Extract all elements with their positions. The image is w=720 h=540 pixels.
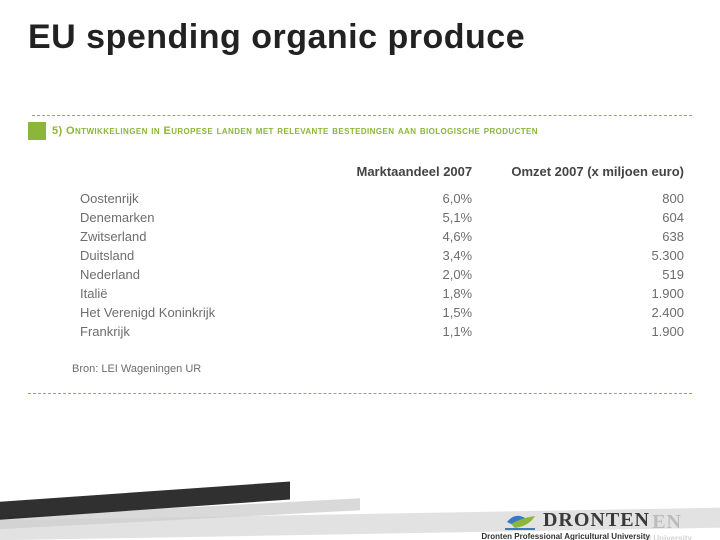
data-table: Marktaandeel 2007 Omzet 2007 (x miljoen …	[72, 160, 692, 341]
cell-revenue: 1.900	[480, 284, 692, 303]
cell-country: Nederland	[72, 265, 285, 284]
cell-country: Denemarken	[72, 208, 285, 227]
table-row: Italië1,8%1.900	[72, 284, 692, 303]
page-title: EU spending organic produce	[28, 18, 692, 57]
cell-share: 5,1%	[285, 208, 480, 227]
section-title: 5) Ontwikkelingen in Europese landen met…	[52, 125, 538, 137]
cell-share: 6,0%	[285, 189, 480, 208]
slide: EU spending organic produce 5) Ontwikkel…	[0, 0, 720, 540]
cell-revenue: 604	[480, 208, 692, 227]
divider-bottom	[28, 393, 692, 394]
source-text: Bron: LEI Wageningen UR	[72, 363, 692, 375]
table-row: Nederland2,0%519	[72, 265, 692, 284]
cell-country: Frankrijk	[72, 322, 285, 341]
cell-country: Italië	[72, 284, 285, 303]
data-table-wrap: Marktaandeel 2007 Omzet 2007 (x miljoen …	[28, 160, 692, 341]
cell-share: 1,5%	[285, 303, 480, 322]
footer: EN al University DRONTEN Dronten Profess…	[0, 468, 720, 540]
table-header-row: Marktaandeel 2007 Omzet 2007 (x miljoen …	[72, 160, 692, 189]
logo-ghost-subtitle: al University	[644, 534, 692, 540]
divider-top	[32, 115, 692, 116]
cell-revenue: 2.400	[480, 303, 692, 322]
cell-share: 1,1%	[285, 322, 480, 341]
cell-share: 4,6%	[285, 227, 480, 246]
section-header: 5) Ontwikkelingen in Europese landen met…	[28, 122, 692, 140]
cell-share: 2,0%	[285, 265, 480, 284]
cell-revenue: 519	[480, 265, 692, 284]
table-panel: 5) Ontwikkelingen in Europese landen met…	[28, 115, 692, 394]
table-row: Denemarken5,1%604	[72, 208, 692, 227]
logo-text: DRONTEN	[543, 509, 650, 532]
table-row: Oostenrijk6,0%800	[72, 189, 692, 208]
logo-subtitle: Dronten Professional Agricultural Univer…	[481, 532, 650, 540]
table-row: Het Verenigd Koninkrijk1,5%2.400	[72, 303, 692, 322]
cell-country: Het Verenigd Koninkrijk	[72, 303, 285, 322]
section-marker-icon	[28, 122, 46, 140]
col-header-country	[72, 160, 285, 189]
cell-country: Duitsland	[72, 246, 285, 265]
logo: DRONTEN	[505, 509, 650, 532]
cell-revenue: 638	[480, 227, 692, 246]
cell-revenue: 1.900	[480, 322, 692, 341]
logo-mark-icon	[505, 510, 539, 532]
table-row: Zwitserland4,6%638	[72, 227, 692, 246]
col-header-revenue: Omzet 2007 (x miljoen euro)	[480, 160, 692, 189]
cell-share: 1,8%	[285, 284, 480, 303]
cell-revenue: 5.300	[480, 246, 692, 265]
table-row: Duitsland3,4%5.300	[72, 246, 692, 265]
cell-country: Zwitserland	[72, 227, 285, 246]
cell-country: Oostenrijk	[72, 189, 285, 208]
table-row: Frankrijk1,1%1.900	[72, 322, 692, 341]
cell-revenue: 800	[480, 189, 692, 208]
col-header-share: Marktaandeel 2007	[285, 160, 480, 189]
cell-share: 3,4%	[285, 246, 480, 265]
